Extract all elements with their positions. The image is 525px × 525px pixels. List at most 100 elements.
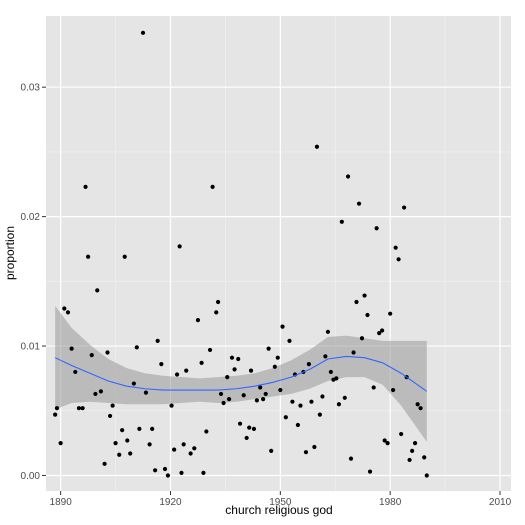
data-point (320, 394, 325, 399)
data-point (382, 438, 387, 443)
data-point (415, 402, 420, 407)
data-point (218, 391, 224, 397)
data-point (122, 254, 127, 259)
data-point (261, 397, 266, 402)
data-point (388, 311, 393, 316)
data-point (287, 338, 292, 343)
y-axis-title: proportion (3, 226, 17, 280)
data-point (359, 336, 365, 341)
data-point (214, 310, 219, 315)
data-point (391, 387, 396, 393)
data-point (62, 306, 67, 311)
data-point (334, 376, 339, 381)
data-point (221, 400, 226, 406)
data-point (177, 244, 182, 249)
data-point (89, 353, 94, 358)
data-point (258, 385, 263, 390)
y-tick-label: 0.03 (21, 83, 41, 94)
smooth-line-layer (54, 355, 428, 392)
data-point (201, 470, 206, 475)
data-point (174, 372, 180, 377)
data-point (150, 426, 155, 431)
data-point (380, 328, 385, 333)
data-point (93, 391, 98, 397)
data-point (159, 362, 164, 367)
data-point (65, 310, 71, 315)
data-point (365, 312, 370, 318)
data-point (385, 441, 390, 446)
data-point (269, 448, 274, 453)
data-point (110, 403, 115, 408)
data-point (58, 441, 63, 446)
data-point (295, 422, 301, 428)
data-point (120, 428, 125, 433)
data-point (229, 355, 235, 360)
y-tick-label: 0.00 (21, 471, 41, 482)
data-point (323, 354, 328, 359)
data-point (393, 245, 398, 250)
confidence-band (55, 305, 427, 442)
data-point (69, 346, 74, 351)
data-point (399, 431, 404, 437)
y-tick-label: 0.01 (21, 342, 41, 353)
data-point (325, 329, 331, 334)
data-point (134, 345, 139, 350)
data-point (374, 226, 379, 231)
data-point (354, 299, 359, 305)
y-tick-label: 0.02 (21, 212, 41, 223)
data-point (336, 402, 342, 407)
data-point (195, 318, 201, 323)
data-point (237, 421, 243, 426)
data-point (137, 426, 142, 431)
data-point (128, 451, 133, 456)
data-point (342, 395, 347, 400)
data-point (396, 257, 401, 262)
data-point (367, 469, 373, 474)
data-point (348, 456, 354, 461)
data-point (251, 426, 257, 431)
data-point (290, 399, 295, 404)
data-point (172, 447, 177, 452)
data-point (232, 367, 237, 372)
data-point (181, 442, 186, 447)
data-point (207, 347, 213, 353)
data-point (113, 441, 118, 446)
data-point (266, 346, 271, 351)
data-point (314, 144, 320, 149)
data-point (140, 30, 146, 35)
gridlines (46, 16, 511, 491)
data-point (401, 205, 407, 210)
data-point (303, 450, 309, 455)
data-point (153, 468, 158, 473)
data-point (162, 466, 168, 472)
data-point (298, 403, 303, 408)
data-point (280, 324, 285, 329)
smooth-line (54, 355, 428, 392)
data-point (76, 406, 82, 411)
data-point (86, 254, 91, 259)
plot-panel (46, 16, 511, 491)
data-point (215, 299, 221, 305)
data-point (80, 406, 85, 411)
data-point (377, 330, 382, 336)
data-point (236, 356, 241, 362)
data-point (102, 461, 107, 466)
data-point (226, 397, 232, 402)
data-point (244, 435, 249, 441)
data-point (272, 364, 277, 369)
data-point (356, 201, 362, 206)
data-point (143, 390, 149, 395)
data-point (184, 368, 189, 373)
data-point (317, 412, 322, 417)
data-point (407, 457, 412, 463)
data-point (275, 355, 280, 360)
data-point (306, 362, 311, 367)
data-point (169, 403, 174, 408)
data-point (309, 399, 314, 404)
x-tick-label: 2010 (489, 497, 512, 508)
data-point (54, 406, 60, 411)
data-point (412, 441, 418, 446)
data-point (155, 338, 160, 343)
data-point (339, 219, 344, 224)
data-point (351, 350, 356, 355)
